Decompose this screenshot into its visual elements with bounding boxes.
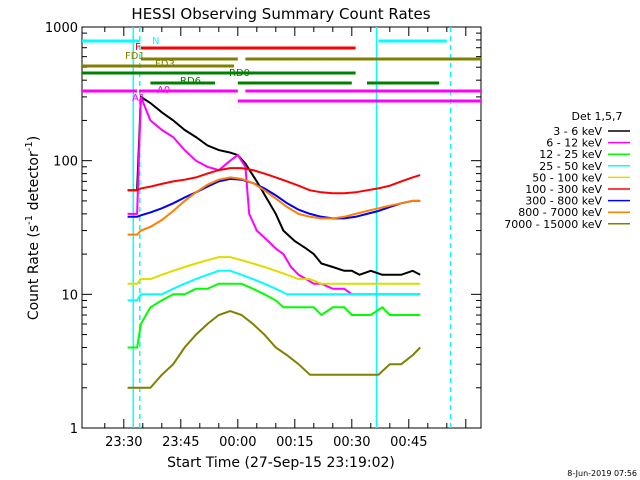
legend-label: 3 - 6 keV	[553, 125, 602, 138]
flag-label: FD1	[125, 51, 145, 62]
flag-label: A1	[132, 93, 145, 104]
y-axis-label-part: -1	[24, 215, 35, 225]
legend-label: 800 - 7000 keV	[518, 206, 602, 219]
y-axis-label-part: )	[26, 136, 42, 141]
chart-title: HESSI Observing Summary Count Rates	[131, 5, 430, 23]
x-tick-label: 00:45	[390, 435, 427, 450]
y-tick-label: 1000	[45, 21, 78, 36]
flag-label: A0	[157, 85, 170, 96]
series-line-2	[127, 282, 421, 349]
x-axis-label: Start Time (27-Sep-15 23:19:02)	[167, 455, 395, 471]
legend-title: Det 1,5,7	[571, 110, 622, 123]
x-tick-label: 00:00	[219, 435, 256, 450]
legend-label: 100 - 300 keV	[525, 183, 602, 196]
series-line-5	[127, 167, 421, 195]
legend-label: 50 - 100 keV	[532, 171, 602, 184]
flag-label: N	[152, 36, 159, 47]
flag-label: RD6	[180, 76, 201, 87]
y-axis-label-part: Count Rate (s	[26, 225, 42, 320]
y-tick-label: 100	[53, 155, 78, 170]
x-tick-label: 23:45	[162, 435, 199, 450]
series-line-4	[127, 256, 421, 285]
series-line-8	[127, 309, 421, 389]
x-tick-label: 00:15	[276, 435, 313, 450]
series-line-7	[127, 176, 421, 236]
x-tick-label: 23:30	[105, 435, 142, 450]
legend-label: 25 - 50 keV	[539, 160, 602, 173]
y-axis-label-part: detector	[26, 151, 42, 215]
series-line-0	[127, 95, 421, 276]
flag-label: RD0	[229, 68, 250, 79]
x-tick-label: 00:30	[333, 435, 370, 450]
series-line-6	[127, 177, 421, 220]
y-tick-label: 10	[61, 288, 78, 303]
timestamp-label: 8-Jun-2019 07:56	[567, 469, 637, 478]
legend-label: 7000 - 15000 keV	[504, 218, 602, 231]
series-line-3	[127, 269, 421, 302]
y-axis-label: Count Rate (s-1 detector-1)	[24, 136, 42, 320]
legend-label: 300 - 800 keV	[525, 195, 602, 208]
legend-label: 6 - 12 keV	[546, 137, 602, 150]
y-tick-label: 1	[70, 422, 78, 437]
flag-label: FD3	[155, 59, 175, 70]
flag-label: F	[135, 42, 141, 53]
legend-label: 12 - 25 keV	[539, 148, 602, 161]
plot-frame	[81, 26, 482, 429]
y-axis-label-part: -1	[24, 141, 35, 151]
